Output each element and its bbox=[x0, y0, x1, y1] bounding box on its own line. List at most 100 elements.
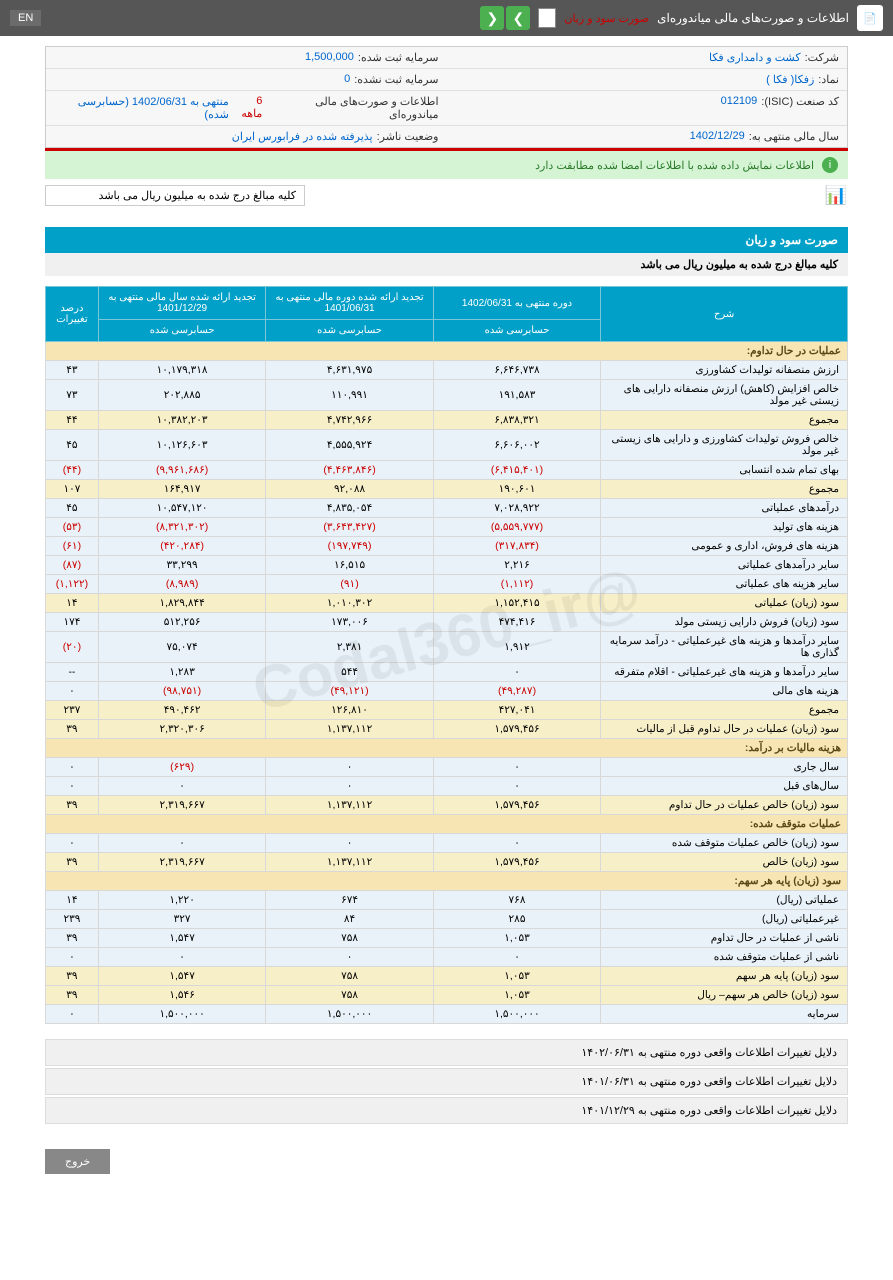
reason-row[interactable]: دلایل تغییرات اطلاعات واقعی دوره منتهی ب… bbox=[45, 1068, 848, 1095]
row-desc: خالص افزایش (کاهش) ارزش منصفانه دارایی ه… bbox=[601, 380, 848, 411]
pct-cell: ۳۹ bbox=[46, 853, 99, 872]
pct-cell: ۲۳۹ bbox=[46, 910, 99, 929]
isic-label: کد صنعت (ISIC): bbox=[761, 95, 839, 121]
cell: ۶,۸۳۸,۳۲۱ bbox=[433, 411, 600, 430]
year-value: 1402/12/29 bbox=[690, 130, 745, 143]
company-label: شرکت: bbox=[805, 51, 839, 64]
cell: ۴۷۴,۴۱۶ bbox=[433, 613, 600, 632]
cell: ۱۰,۵۴۷,۱۲۰ bbox=[98, 499, 265, 518]
nav-next[interactable]: ❯ bbox=[506, 6, 530, 30]
page-title: اطلاعات و صورت‌های مالی میاندوره‌ای bbox=[657, 11, 849, 25]
category-row: عملیات متوقف شده: bbox=[46, 815, 848, 834]
row-desc: سال‌های قبل bbox=[601, 777, 848, 796]
pct-cell: ۱۷۴ bbox=[46, 613, 99, 632]
row-desc: سود (زیان) خالص عملیات متوقف شده bbox=[601, 834, 848, 853]
th-p1: دوره منتهی به 1402/06/31 bbox=[433, 287, 600, 320]
cell: ۱۰,۳۸۲,۲۰۳ bbox=[98, 411, 265, 430]
pct-cell: ۲۳۷ bbox=[46, 701, 99, 720]
doc-icon: 📄 bbox=[857, 5, 883, 31]
th-desc: شرح bbox=[601, 287, 848, 342]
cell: ۱,۸۲۹,۸۴۴ bbox=[98, 594, 265, 613]
symbol-value: زفکا( فکا ) bbox=[766, 73, 814, 86]
cell: (۸,۹۸۹) bbox=[98, 575, 265, 594]
cell: (۸,۳۲۱,۳۰۲) bbox=[98, 518, 265, 537]
excel-icon[interactable]: 📊 bbox=[824, 183, 848, 207]
cell: ۲,۳۱۹,۶۶۷ bbox=[98, 796, 265, 815]
topbar: 📄 اطلاعات و صورت‌های مالی میاندوره‌ای صو… bbox=[0, 0, 893, 36]
row-desc: سایر درآمدها و هزینه های غیرعملیاتی - در… bbox=[601, 632, 848, 663]
cell: ۰ bbox=[266, 834, 433, 853]
cell: ۱,۵۴۷ bbox=[98, 967, 265, 986]
confirm-banner: i اطلاعات نمایش داده شده با اطلاعات امضا… bbox=[45, 148, 848, 179]
nav-prev[interactable]: ❮ bbox=[480, 6, 504, 30]
cell: ۱,۱۵۲,۴۱۵ bbox=[433, 594, 600, 613]
pct-cell: ۳۹ bbox=[46, 986, 99, 1005]
cell: ۱,۵۰۰,۰۰۰ bbox=[433, 1005, 600, 1024]
row-desc: بهای تمام شده انتسابی bbox=[601, 461, 848, 480]
cell: ۲,۳۱۹,۶۶۷ bbox=[98, 853, 265, 872]
row-desc: سود (زیان) فروش دارایی زیستی مولد bbox=[601, 613, 848, 632]
pct-cell: ۴۵ bbox=[46, 430, 99, 461]
cell: ۱,۵۷۹,۴۵۶ bbox=[433, 796, 600, 815]
section-header: صورت سود و زیان bbox=[45, 227, 848, 253]
report-dropdown[interactable]: ▾ bbox=[538, 8, 556, 28]
th-audit2: حسابرسی شده bbox=[266, 320, 433, 342]
cell: ۱,۵۴۶ bbox=[98, 986, 265, 1005]
pct-cell: ۰ bbox=[46, 948, 99, 967]
row-desc: ناشی از عملیات در حال تداوم bbox=[601, 929, 848, 948]
pct-cell: ۰ bbox=[46, 777, 99, 796]
cell: ۰ bbox=[433, 834, 600, 853]
cell: ۰ bbox=[98, 948, 265, 967]
cell: (۴۹,۲۸۷) bbox=[433, 682, 600, 701]
lang-toggle[interactable]: EN bbox=[10, 10, 41, 26]
cell: ۰ bbox=[266, 948, 433, 967]
pct-cell: ۳۹ bbox=[46, 967, 99, 986]
exit-button[interactable]: خروج bbox=[45, 1149, 110, 1174]
row-desc: سال جاری bbox=[601, 758, 848, 777]
cell: ۰ bbox=[433, 948, 600, 967]
cell: ۴۲۷,۰۴۱ bbox=[433, 701, 600, 720]
cell: ۰ bbox=[98, 777, 265, 796]
row-desc: سایر درآمدهای عملیاتی bbox=[601, 556, 848, 575]
cell: ۸۴ bbox=[266, 910, 433, 929]
cell: (۴۹,۱۲۱) bbox=[266, 682, 433, 701]
cell: ۱,۰۵۳ bbox=[433, 929, 600, 948]
status-label: وضعیت ناشر: bbox=[377, 130, 439, 143]
cell: ۱,۵۴۷ bbox=[98, 929, 265, 948]
pct-cell: ۱۴ bbox=[46, 891, 99, 910]
pct-cell: (۶۱) bbox=[46, 537, 99, 556]
cell: ۷۵۸ bbox=[266, 967, 433, 986]
cell: ۱۷۳,۰۰۶ bbox=[266, 613, 433, 632]
cell: ۷۵۸ bbox=[266, 986, 433, 1005]
cell: ۱۶۴,۹۱۷ bbox=[98, 480, 265, 499]
cell: ۵۱۲,۲۵۶ bbox=[98, 613, 265, 632]
currency-note: کلیه مبالغ درج شده به میلیون ریال می باش… bbox=[45, 185, 305, 206]
reason-row[interactable]: دلایل تغییرات اطلاعات واقعی دوره منتهی ب… bbox=[45, 1039, 848, 1066]
reason-row[interactable]: دلایل تغییرات اطلاعات واقعی دوره منتهی ب… bbox=[45, 1097, 848, 1124]
banner-text: اطلاعات نمایش داده شده با اطلاعات امضا ش… bbox=[535, 159, 814, 172]
cell: ۷,۰۲۸,۹۲۲ bbox=[433, 499, 600, 518]
row-desc: سود (زیان) پایه هر سهم bbox=[601, 967, 848, 986]
row-desc: سایر هزینه های عملیاتی bbox=[601, 575, 848, 594]
reasons-box: دلایل تغییرات اطلاعات واقعی دوره منتهی ب… bbox=[45, 1039, 848, 1124]
cell: (۱۹۷,۷۴۹) bbox=[266, 537, 433, 556]
row-desc: ناشی از عملیات متوقف شده bbox=[601, 948, 848, 967]
row-desc: هزینه های مالی bbox=[601, 682, 848, 701]
cell: (۳,۶۴۳,۴۲۷) bbox=[266, 518, 433, 537]
pct-cell: (۴۴) bbox=[46, 461, 99, 480]
cell: ۱۹۱,۵۸۳ bbox=[433, 380, 600, 411]
page-subtitle: صورت سود و زیان bbox=[564, 12, 649, 25]
row-desc: سایر درآمدها و هزینه های غیرعملیاتی - اق… bbox=[601, 663, 848, 682]
pct-cell: ۰ bbox=[46, 1005, 99, 1024]
row-desc: سود (زیان) عملیات در حال تداوم قبل از ما… bbox=[601, 720, 848, 739]
cell: (۵,۵۵۹,۷۷۷) bbox=[433, 518, 600, 537]
cell: ۶,۶۴۶,۷۳۸ bbox=[433, 361, 600, 380]
pct-cell: ۰ bbox=[46, 758, 99, 777]
pct-cell: ۴۴ bbox=[46, 411, 99, 430]
cell: ۶۷۴ bbox=[266, 891, 433, 910]
info-box: شرکت:کشت و دامداری فکا سرمایه ثبت شده:1,… bbox=[45, 46, 848, 148]
pct-cell: -- bbox=[46, 663, 99, 682]
cell: ۱,۵۷۹,۴۵۶ bbox=[433, 720, 600, 739]
row-desc: مجموع bbox=[601, 411, 848, 430]
pct-cell: ۳۹ bbox=[46, 796, 99, 815]
